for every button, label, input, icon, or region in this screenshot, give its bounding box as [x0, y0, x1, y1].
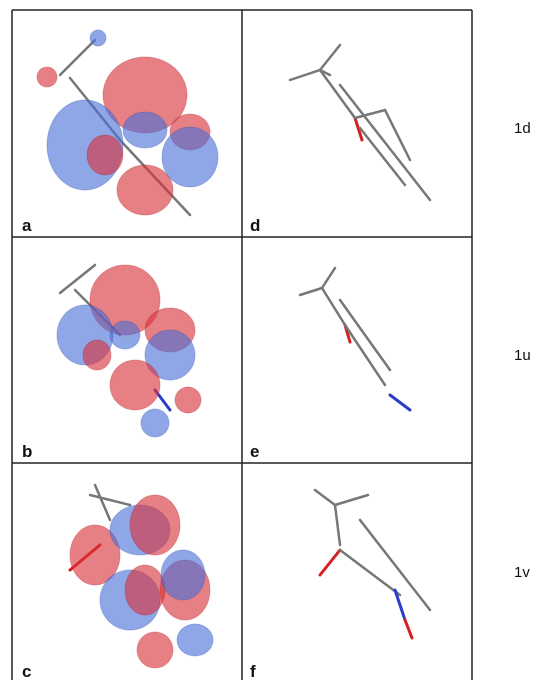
orbital-lobe-red [130, 495, 180, 555]
orbital-lobe-blue [141, 409, 169, 437]
orbital-lobe-blue [110, 321, 140, 349]
orbital-lobe-red [37, 67, 57, 87]
figure: a d b e c f 1d 1u 1v [0, 0, 539, 680]
orbital-lobe-red [175, 387, 201, 413]
bond [60, 265, 95, 293]
orbital-c [70, 485, 213, 668]
bond [340, 85, 430, 200]
bond [390, 395, 410, 410]
bond [320, 70, 355, 118]
bond [60, 40, 95, 75]
bond [90, 495, 130, 505]
bond [360, 520, 430, 610]
orbital-lobe-red [137, 632, 173, 668]
orbital-lobe-red [117, 165, 173, 215]
panel-label: c [22, 662, 31, 680]
compound-label: 1d [514, 120, 531, 137]
orbital-lobe-blue [123, 112, 167, 148]
bond [322, 288, 345, 325]
structure-d [290, 45, 430, 200]
compound-label: 1u [514, 347, 531, 364]
orbital-b [57, 265, 201, 437]
bond [385, 110, 410, 160]
orbital-lobe-blue [162, 127, 218, 187]
panel-label: e [250, 442, 259, 461]
compound-label: 1v [514, 564, 530, 581]
bond [300, 288, 322, 295]
panel-label: a [22, 216, 32, 235]
panel-label: f [250, 662, 256, 680]
orbital-lobe-red [87, 135, 123, 175]
orbital-a [37, 30, 218, 215]
panel-label: b [22, 442, 32, 461]
bond [405, 620, 412, 638]
bond [320, 550, 340, 575]
bond [320, 45, 340, 70]
bond [322, 268, 335, 288]
orbital-lobe-blue [90, 30, 106, 46]
bond [335, 495, 368, 505]
orbital-lobe-red [83, 340, 111, 370]
bond [335, 505, 340, 545]
bond [95, 485, 110, 520]
orbital-lobe-blue [177, 624, 213, 656]
bond [315, 490, 335, 505]
bond [340, 550, 400, 595]
bond [290, 70, 320, 80]
orbital-lobe-red [125, 565, 165, 615]
panel-label: d [250, 216, 260, 235]
structure-f [315, 490, 430, 638]
orbital-lobe-blue [161, 550, 205, 600]
orbital-lobe-red [110, 360, 160, 410]
structure-e [300, 268, 410, 410]
